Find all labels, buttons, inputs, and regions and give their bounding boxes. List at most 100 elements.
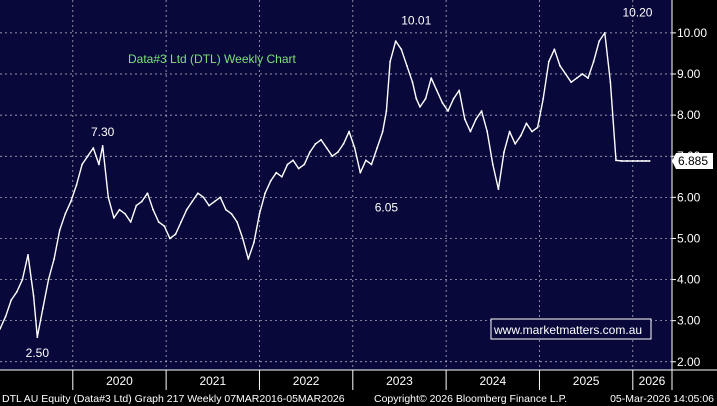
x-tick-label: 2021	[199, 374, 226, 388]
data-point	[564, 73, 567, 75]
data-point	[314, 142, 317, 145]
data-point	[559, 64, 561, 67]
data-point	[609, 81, 612, 84]
data-point	[419, 105, 421, 108]
data-point	[648, 160, 651, 162]
data-point	[292, 159, 294, 162]
data-point	[370, 163, 373, 166]
y-tick-label: 4.00	[677, 273, 701, 287]
data-point	[636, 160, 639, 162]
data-point	[252, 241, 255, 244]
data-point	[547, 60, 550, 63]
data-point	[230, 212, 233, 215]
data-point	[236, 221, 238, 223]
axis-background	[672, 0, 717, 370]
data-point	[32, 295, 35, 297]
data-point	[53, 258, 56, 260]
data-point	[385, 110, 388, 112]
annotation-label: 7.30	[91, 125, 115, 139]
data-point	[269, 179, 272, 182]
y-tick-label: 5.00	[677, 231, 701, 245]
data-point	[359, 171, 362, 174]
data-point	[376, 147, 378, 149]
data-point	[411, 81, 414, 84]
x-tick-label: 2020	[106, 374, 133, 388]
annotation-label: 10.01	[401, 13, 431, 27]
data-point	[325, 147, 328, 149]
data-point	[208, 204, 210, 207]
data-point	[297, 167, 300, 170]
annotation-label: 2.50	[26, 346, 50, 360]
data-point	[303, 163, 306, 166]
data-point	[497, 188, 500, 191]
data-point	[514, 142, 517, 145]
watermark-box: www.marketmatters.com.au	[490, 318, 652, 340]
data-point	[219, 196, 222, 199]
data-point	[174, 233, 177, 236]
chart-title: Data#3 Ltd (DTL) Weekly Chart	[128, 52, 297, 66]
data-point	[21, 278, 24, 281]
data-point	[581, 73, 584, 75]
y-tick-label: 8.00	[677, 108, 701, 122]
data-point	[336, 151, 339, 154]
x-axis: 2020 2021 2022 2023 2024 2025 2026	[0, 369, 717, 390]
data-point	[394, 40, 397, 43]
data-point	[381, 130, 384, 133]
data-point	[180, 221, 182, 223]
data-point	[570, 81, 573, 84]
x-tick-label: 2026	[639, 374, 666, 388]
data-point	[86, 155, 89, 158]
data-point	[81, 163, 84, 166]
data-point	[603, 31, 606, 34]
data-point	[4, 315, 7, 318]
data-point	[615, 159, 617, 162]
x-tick-label: 2025	[573, 374, 600, 388]
data-point	[626, 160, 629, 162]
data-point	[503, 151, 505, 154]
data-point	[213, 200, 216, 203]
data-point	[400, 48, 403, 51]
price-series	[0, 31, 651, 339]
data-point	[536, 126, 539, 129]
series-line	[0, 32, 650, 338]
data-point	[15, 290, 18, 293]
data-point	[124, 212, 126, 215]
data-point	[135, 204, 138, 207]
data-point	[331, 155, 334, 158]
data-point	[587, 77, 589, 80]
data-point	[10, 299, 13, 302]
x-tick-label: 2024	[479, 374, 506, 388]
data-point	[447, 110, 449, 112]
y-tick-label: 6.00	[677, 190, 701, 204]
data-point	[644, 160, 647, 162]
data-point	[280, 175, 283, 178]
data-point	[364, 159, 367, 162]
data-point	[92, 147, 95, 149]
footer-copyright: Copyright© 2026 Bloomberg Finance L.P.	[374, 393, 567, 405]
data-point	[641, 160, 644, 162]
data-point	[486, 130, 489, 133]
data-point	[475, 118, 477, 121]
data-point	[152, 208, 154, 211]
data-point	[224, 208, 227, 211]
data-point	[491, 163, 494, 166]
data-point	[452, 97, 455, 100]
data-point	[101, 145, 104, 147]
data-point	[241, 237, 244, 240]
y-tick-label: 10.00	[677, 26, 707, 40]
data-point	[508, 130, 511, 133]
last-price-tag: 6.885	[672, 152, 713, 169]
data-point	[553, 48, 556, 51]
data-point	[157, 221, 160, 223]
data-point	[430, 77, 433, 80]
data-point	[168, 237, 171, 240]
data-point	[264, 192, 266, 195]
annotation-label: 6.05	[375, 200, 399, 214]
grid	[0, 0, 672, 370]
data-point	[191, 200, 194, 203]
data-point	[415, 97, 418, 100]
data-point	[435, 89, 438, 92]
data-point	[36, 336, 39, 339]
data-point	[308, 151, 311, 154]
